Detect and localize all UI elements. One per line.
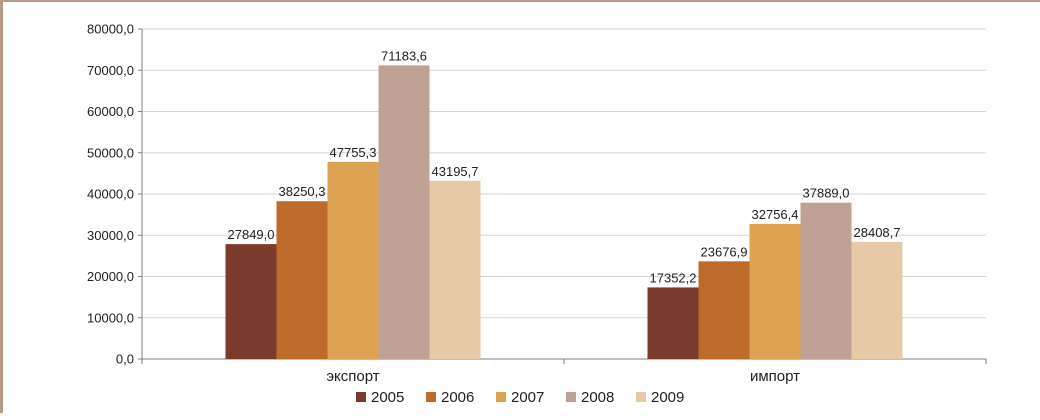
y-tick-label: 50000,0 xyxy=(87,145,134,160)
y-tick-label: 40000,0 xyxy=(87,187,134,202)
bar-chart: 0,0 10000,0 20000,0 30000,0 40000,0 50000,0 60… xyxy=(87,22,987,406)
legend-swatch xyxy=(636,392,646,402)
legend-label: 2006 xyxy=(441,389,474,406)
y-tick-label: 80000,0 xyxy=(87,22,134,37)
y-tick-label: 60000,0 xyxy=(87,104,134,119)
y-axis: 0,0 10000,0 20000,0 30000,0 40000,0 50000,0 60… xyxy=(87,22,143,367)
data-label: 43195,7 xyxy=(432,164,479,179)
legend-swatch xyxy=(496,392,506,402)
bar xyxy=(800,202,852,359)
legend-label: 2009 xyxy=(651,389,684,406)
legend-swatch xyxy=(566,392,576,402)
legend-swatch xyxy=(356,392,366,402)
data-label: 37889,0 xyxy=(803,186,850,201)
legend: 2005 2006 2007 2008 2009 xyxy=(356,389,684,406)
data-label: 32756,4 xyxy=(752,207,799,222)
bar xyxy=(225,244,277,359)
legend-label: 2005 xyxy=(371,389,404,406)
legend-label: 2007 xyxy=(511,389,544,406)
data-label: 71183,6 xyxy=(381,48,427,63)
bar xyxy=(276,201,328,359)
data-label: 28408,7 xyxy=(854,225,901,240)
bar xyxy=(378,65,430,359)
y-tick-label: 70000,0 xyxy=(87,63,134,78)
bar xyxy=(429,180,481,359)
bar xyxy=(851,241,903,359)
data-label: 17352,2 xyxy=(650,270,697,285)
legend-swatch xyxy=(426,392,436,402)
x-axis: экспорт импорт xyxy=(141,358,987,385)
data-label: 27849,0 xyxy=(228,227,275,242)
bar xyxy=(327,162,379,359)
x-category-label: импорт xyxy=(750,368,800,385)
bar xyxy=(698,261,750,359)
y-tick-label: 0,0 xyxy=(116,352,134,367)
y-tick-label: 10000,0 xyxy=(87,310,134,325)
bar xyxy=(647,287,699,359)
x-category-label: экспорт xyxy=(326,368,379,385)
data-labels: 27849,0 38250,3 47755,3 71183,6 43195,7 17352… xyxy=(228,48,901,285)
bars xyxy=(225,65,903,359)
bar xyxy=(749,223,801,359)
y-tick-label: 20000,0 xyxy=(87,269,134,284)
legend-label: 2008 xyxy=(581,389,614,406)
data-label: 47755,3 xyxy=(330,145,377,160)
data-label: 23676,9 xyxy=(701,244,748,259)
y-tick-label: 30000,0 xyxy=(87,228,134,243)
data-label: 38250,3 xyxy=(279,184,326,199)
